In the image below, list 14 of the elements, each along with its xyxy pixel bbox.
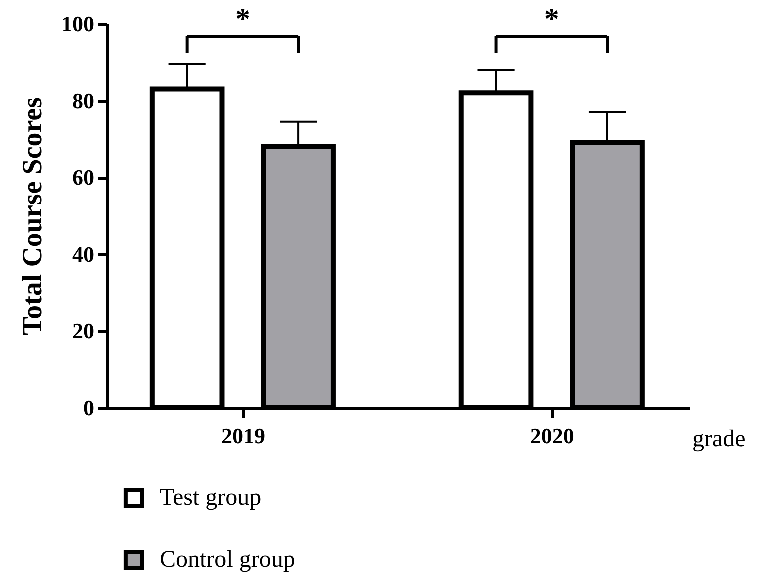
- legend-label: Control group: [160, 547, 296, 573]
- x-axis-title: grade: [692, 426, 746, 452]
- y-tick-label: 40: [72, 242, 94, 267]
- x-tick-label: 2019: [221, 424, 266, 448]
- annotation: *: [235, 3, 250, 36]
- y-axis-title: Total Course Scores: [18, 97, 48, 336]
- annotation: *: [544, 3, 560, 36]
- y-tick-label: 0: [84, 396, 94, 420]
- y-tick-label: 60: [72, 165, 94, 190]
- legend-label: Test group: [160, 485, 262, 511]
- y-tick-label: 80: [72, 88, 94, 114]
- y-tick-label: 100: [62, 12, 94, 36]
- x-tick-label: 2020: [530, 424, 574, 448]
- y-tick-label: 20: [72, 318, 94, 344]
